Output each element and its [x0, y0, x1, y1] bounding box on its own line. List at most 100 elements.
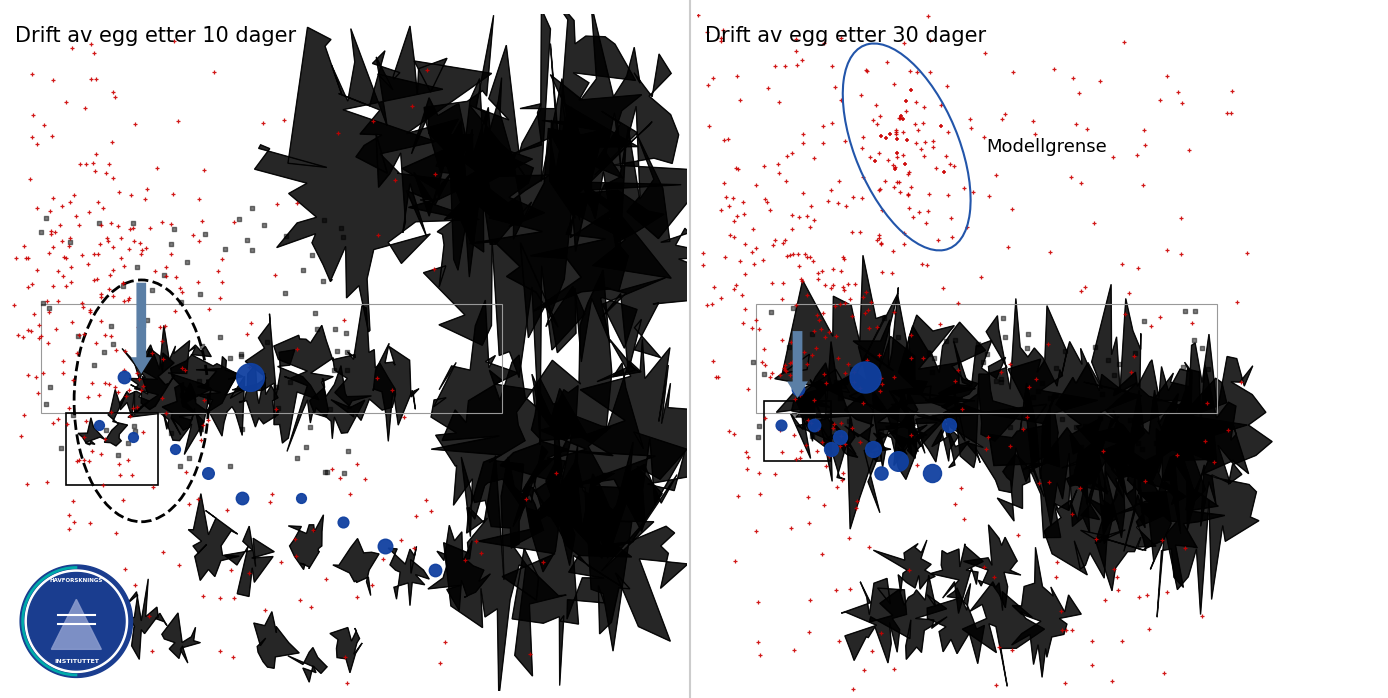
Point [53, 252, 75, 263]
Point [813, 499, 836, 510]
Point [911, 143, 933, 154]
Point [78, 630, 100, 641]
Point [101, 242, 124, 253]
Point [124, 579, 146, 591]
Point [187, 493, 210, 504]
Point [972, 357, 994, 368]
Point [1123, 350, 1145, 362]
Point [107, 450, 129, 461]
Point [361, 579, 383, 590]
Point [747, 596, 769, 607]
Point [1152, 534, 1174, 545]
Point [94, 168, 117, 179]
Point [992, 312, 1015, 323]
Point [895, 349, 917, 360]
Text: INSTITUTTET: INSTITUTTET [54, 660, 99, 664]
Point [329, 223, 351, 234]
Point [1067, 87, 1090, 98]
Point [725, 279, 747, 290]
Point [279, 376, 301, 387]
Point [834, 297, 856, 309]
Polygon shape [389, 547, 429, 606]
Point [1065, 421, 1087, 432]
Point [61, 496, 83, 507]
Point [153, 353, 175, 364]
Point [894, 158, 916, 170]
Point [870, 628, 892, 639]
Point [834, 367, 856, 378]
Polygon shape [963, 525, 1022, 608]
Point [1115, 309, 1137, 320]
Point [890, 110, 912, 121]
Point [754, 412, 776, 423]
Polygon shape [310, 366, 372, 439]
Point [812, 308, 834, 319]
Point [833, 253, 855, 265]
Point [60, 261, 82, 272]
Point [929, 318, 951, 329]
Point [192, 216, 214, 227]
Point [941, 232, 963, 243]
Point [944, 161, 966, 172]
Point [990, 373, 1012, 385]
Point [1183, 334, 1205, 346]
Point [793, 188, 815, 199]
Point [830, 418, 852, 429]
Point [47, 295, 69, 306]
Point [811, 437, 833, 448]
Point [883, 181, 905, 193]
Point [58, 402, 81, 413]
Point [870, 204, 892, 215]
Point [454, 554, 476, 565]
Point [239, 371, 261, 383]
Point [748, 468, 770, 479]
Point [873, 313, 895, 324]
Point [132, 342, 154, 353]
Point [208, 593, 230, 604]
Point [833, 252, 855, 263]
Point [736, 463, 758, 474]
Point [519, 648, 541, 660]
Point [1016, 411, 1038, 422]
Polygon shape [287, 648, 328, 682]
Point [944, 376, 966, 387]
Point [897, 135, 919, 146]
Polygon shape [533, 443, 688, 641]
Point [887, 113, 909, 124]
Point [122, 431, 144, 443]
Polygon shape [403, 79, 533, 277]
Point [888, 186, 911, 197]
Point [179, 498, 201, 510]
Point [33, 119, 56, 131]
Point [870, 238, 892, 249]
Point [240, 244, 262, 255]
Point [906, 125, 929, 136]
Point [92, 479, 114, 490]
Point [827, 175, 849, 186]
Point [160, 427, 182, 438]
Point [111, 494, 133, 505]
Point [21, 131, 43, 142]
Point [301, 250, 323, 261]
Point [892, 126, 915, 138]
Point [849, 227, 872, 238]
Point [840, 583, 862, 594]
Point [182, 230, 204, 241]
Point [155, 261, 178, 272]
Point [339, 488, 361, 499]
Point [290, 492, 312, 503]
Point [997, 242, 1019, 253]
Point [801, 329, 823, 340]
Point [966, 338, 988, 349]
Point [949, 482, 972, 493]
Point [729, 94, 751, 105]
Point [100, 407, 122, 418]
Point [833, 285, 855, 296]
Point [852, 291, 874, 302]
Point [761, 306, 783, 318]
Point [112, 295, 135, 306]
Point [868, 232, 890, 243]
Point [806, 267, 829, 279]
Point [133, 193, 155, 205]
Polygon shape [254, 27, 479, 332]
